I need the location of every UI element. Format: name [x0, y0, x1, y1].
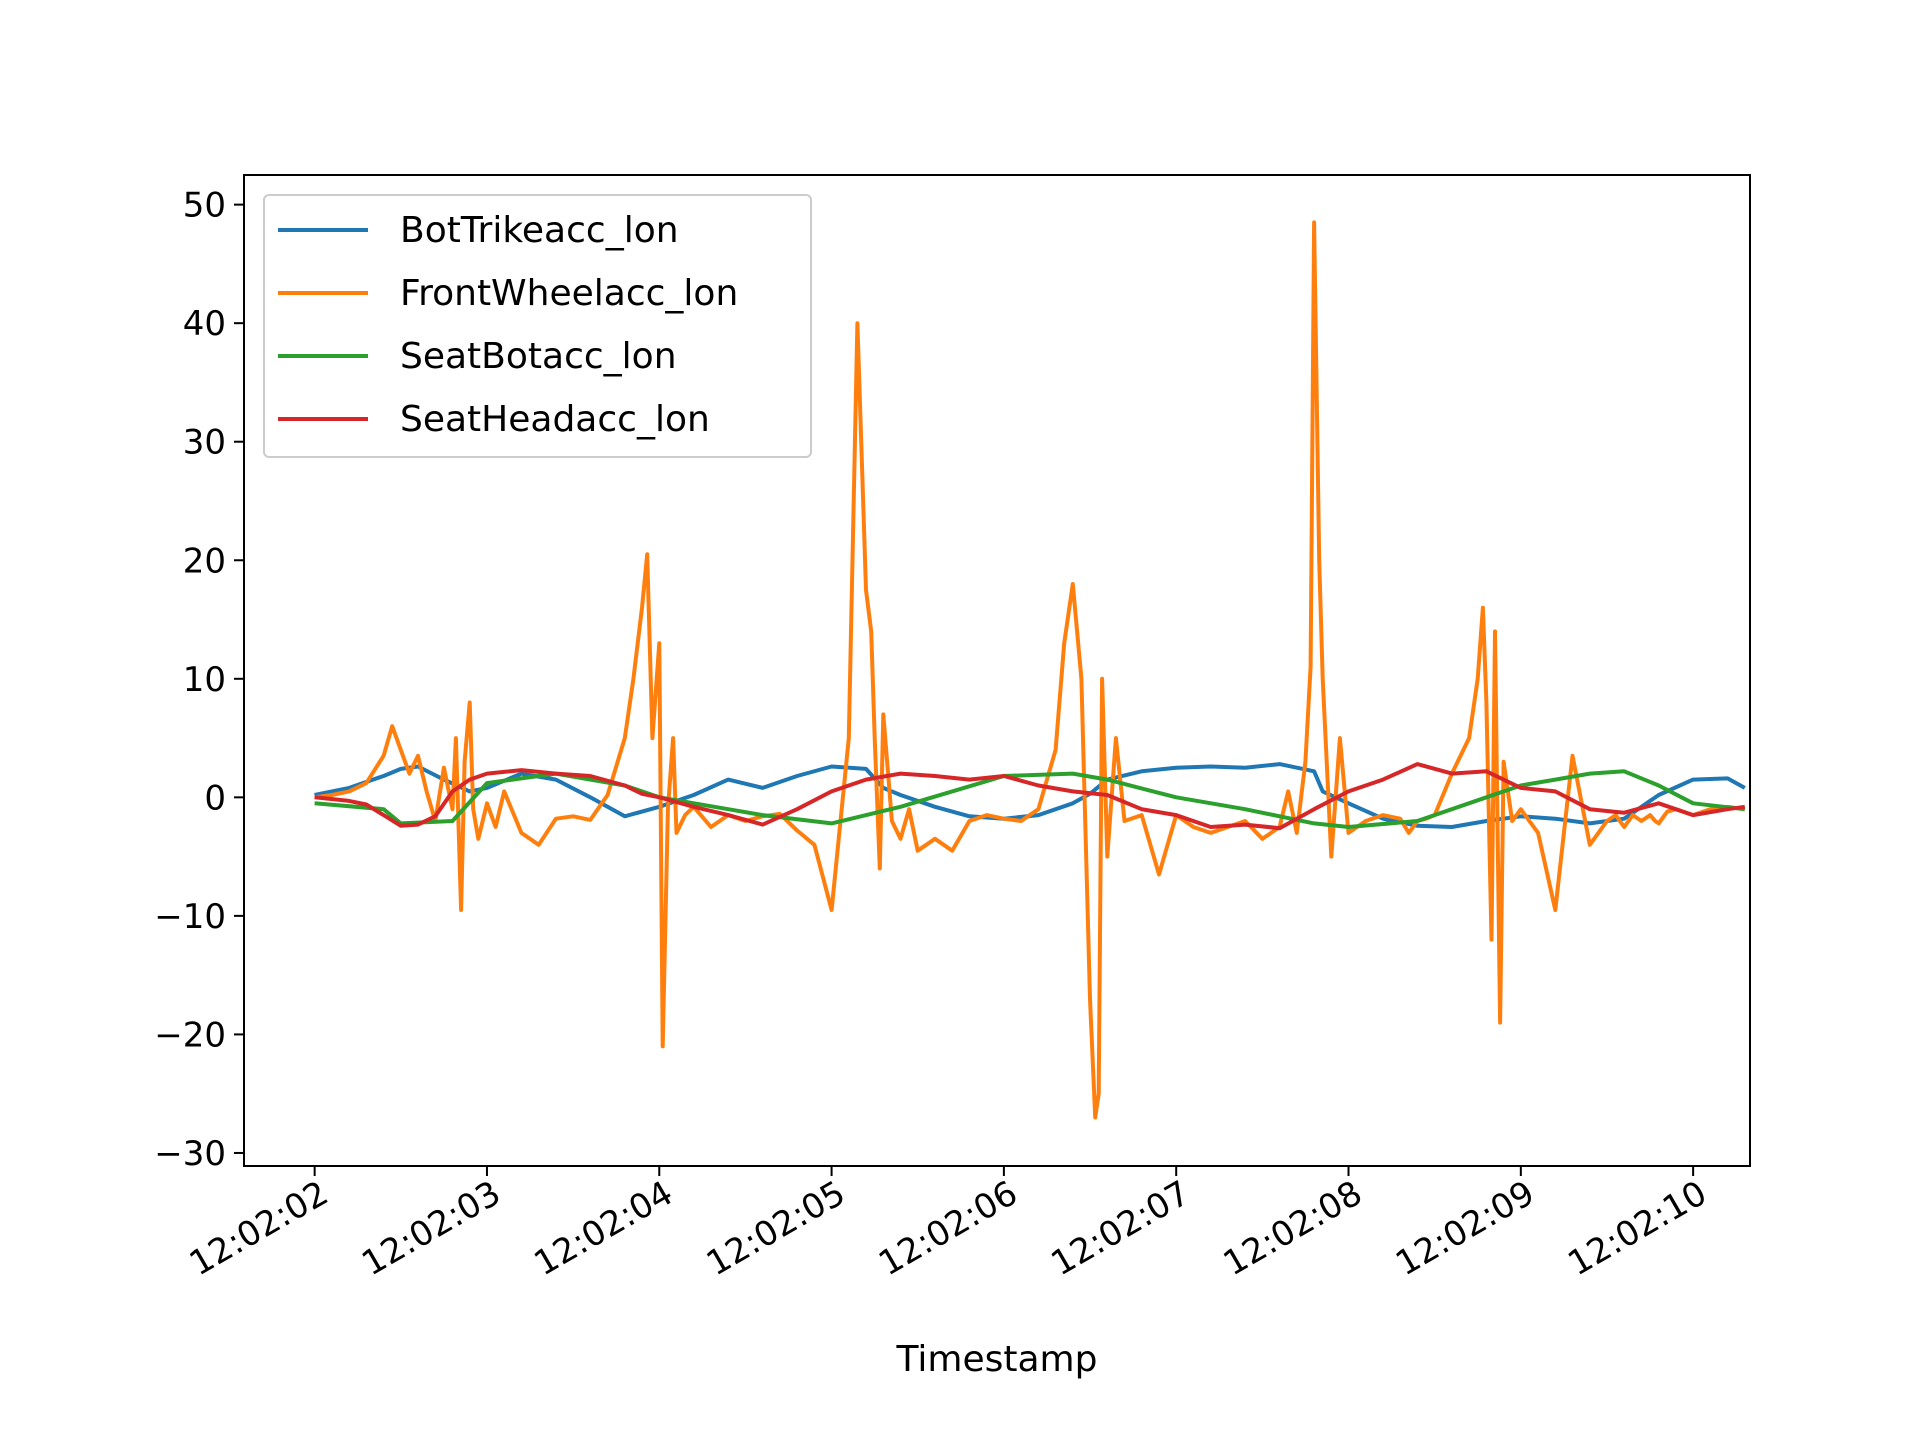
legend-label: BotTrikeacc_lon — [400, 210, 679, 251]
y-tick-label: 40 — [183, 304, 226, 344]
y-tick-label: 10 — [183, 660, 226, 700]
y-tick-label: 30 — [183, 423, 226, 463]
series-line-seatbotacc-lon — [314, 769, 1746, 829]
legend-box — [263, 194, 812, 458]
series-line-seatheadacc-lon — [314, 762, 1746, 831]
y-tick-label: −20 — [154, 1015, 226, 1055]
y-tick-label: 0 — [204, 778, 226, 818]
legend: BotTrikeacc_lon FrontWheelacc_lon SeatBota… — [263, 194, 812, 458]
y-axis: 50 40 30 20 10 0 −10 −20 −30 — [154, 186, 244, 1174]
plot-frame — [243, 174, 1751, 1167]
legend-label: SeatBotacc_lon — [400, 336, 677, 377]
series-line-frontwheelacc-lon — [314, 220, 1746, 1120]
series-layer — [314, 220, 1746, 1120]
y-tick-label: 50 — [183, 186, 226, 226]
legend-label: SeatHeadacc_lon — [400, 399, 710, 440]
y-tick-label: −30 — [154, 1134, 226, 1174]
legend-label: FrontWheelacc_lon — [400, 273, 738, 314]
y-tick-label: 20 — [183, 541, 226, 581]
x-axis-label: Timestamp — [896, 1339, 1098, 1380]
y-tick-label: −10 — [154, 897, 226, 937]
